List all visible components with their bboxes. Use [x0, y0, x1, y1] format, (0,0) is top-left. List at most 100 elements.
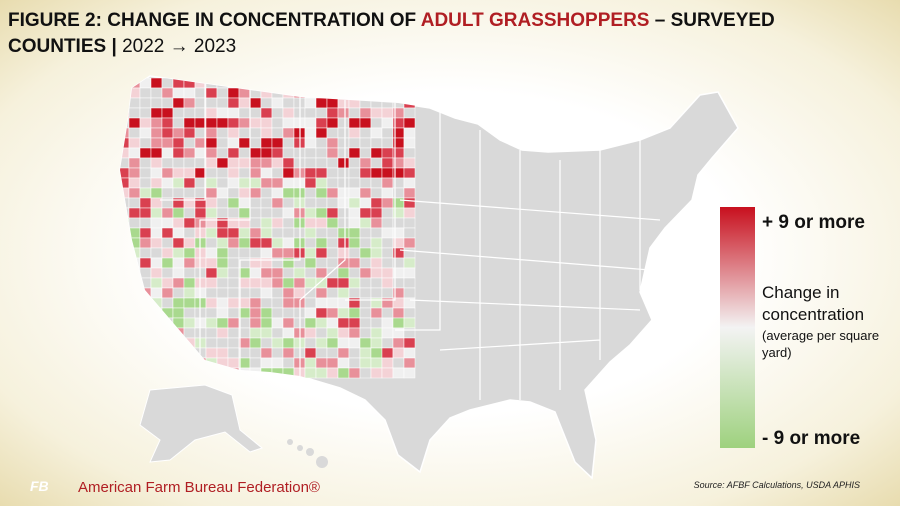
county [282, 117, 295, 129]
county [120, 317, 130, 329]
county [172, 127, 185, 139]
county [359, 257, 372, 269]
county [403, 317, 416, 329]
county [238, 197, 251, 209]
county [205, 177, 218, 189]
county [227, 137, 240, 149]
county [282, 337, 295, 349]
county [227, 347, 240, 359]
county [304, 257, 317, 269]
county [392, 307, 405, 319]
county [150, 77, 163, 89]
county [359, 197, 372, 209]
county [337, 227, 350, 239]
county [315, 367, 328, 379]
county [172, 147, 185, 159]
county [359, 87, 372, 99]
county [326, 187, 339, 199]
county [227, 157, 240, 169]
county [161, 227, 174, 239]
county [128, 327, 141, 339]
county [304, 307, 317, 319]
county [337, 237, 350, 249]
county [194, 207, 207, 219]
county [128, 277, 141, 289]
county [282, 237, 295, 249]
county [238, 337, 251, 349]
county [161, 327, 174, 339]
county [128, 147, 141, 159]
county [359, 187, 372, 199]
county [183, 227, 196, 239]
county [348, 167, 361, 179]
county [161, 127, 174, 139]
county [150, 277, 163, 289]
county [304, 217, 317, 229]
county [139, 147, 152, 159]
county [282, 97, 295, 109]
county [304, 147, 317, 159]
county [381, 97, 394, 109]
county [326, 267, 339, 279]
county [370, 257, 383, 269]
county [172, 107, 185, 119]
county [150, 127, 163, 139]
county [315, 237, 328, 249]
county [304, 247, 317, 259]
county [282, 317, 295, 329]
county [238, 237, 251, 249]
county [161, 147, 174, 159]
county [150, 237, 163, 249]
county [238, 227, 251, 239]
county [227, 117, 240, 129]
county [150, 177, 163, 189]
county [370, 337, 383, 349]
county [326, 247, 339, 259]
county [205, 367, 218, 379]
organization: American Farm Bureau Federation® [78, 479, 320, 496]
county [271, 357, 284, 369]
county [128, 267, 141, 279]
county [326, 167, 339, 179]
county [359, 207, 372, 219]
county [326, 367, 339, 379]
county [249, 197, 262, 209]
county [348, 147, 361, 159]
county [172, 347, 185, 359]
county [227, 97, 240, 109]
county [205, 127, 218, 139]
county [139, 287, 152, 299]
county [128, 287, 141, 299]
county [216, 207, 229, 219]
county [315, 327, 328, 339]
county [139, 357, 152, 369]
county [304, 267, 317, 279]
county [172, 217, 185, 229]
county [128, 237, 141, 249]
county [216, 367, 229, 379]
county [359, 127, 372, 139]
county [238, 277, 251, 289]
county [183, 137, 196, 149]
county [348, 237, 361, 249]
county [238, 307, 251, 319]
county [128, 247, 141, 259]
county [315, 177, 328, 189]
county [260, 287, 273, 299]
county [120, 357, 130, 369]
county [271, 147, 284, 159]
county [161, 247, 174, 259]
county [282, 137, 295, 149]
county [381, 207, 394, 219]
county [348, 337, 361, 349]
county [403, 257, 416, 269]
county [120, 247, 130, 259]
county [381, 317, 394, 329]
county [392, 357, 405, 369]
county [161, 257, 174, 269]
county [381, 127, 394, 139]
county [120, 367, 130, 379]
county [216, 277, 229, 289]
county [238, 167, 251, 179]
county [370, 217, 383, 229]
